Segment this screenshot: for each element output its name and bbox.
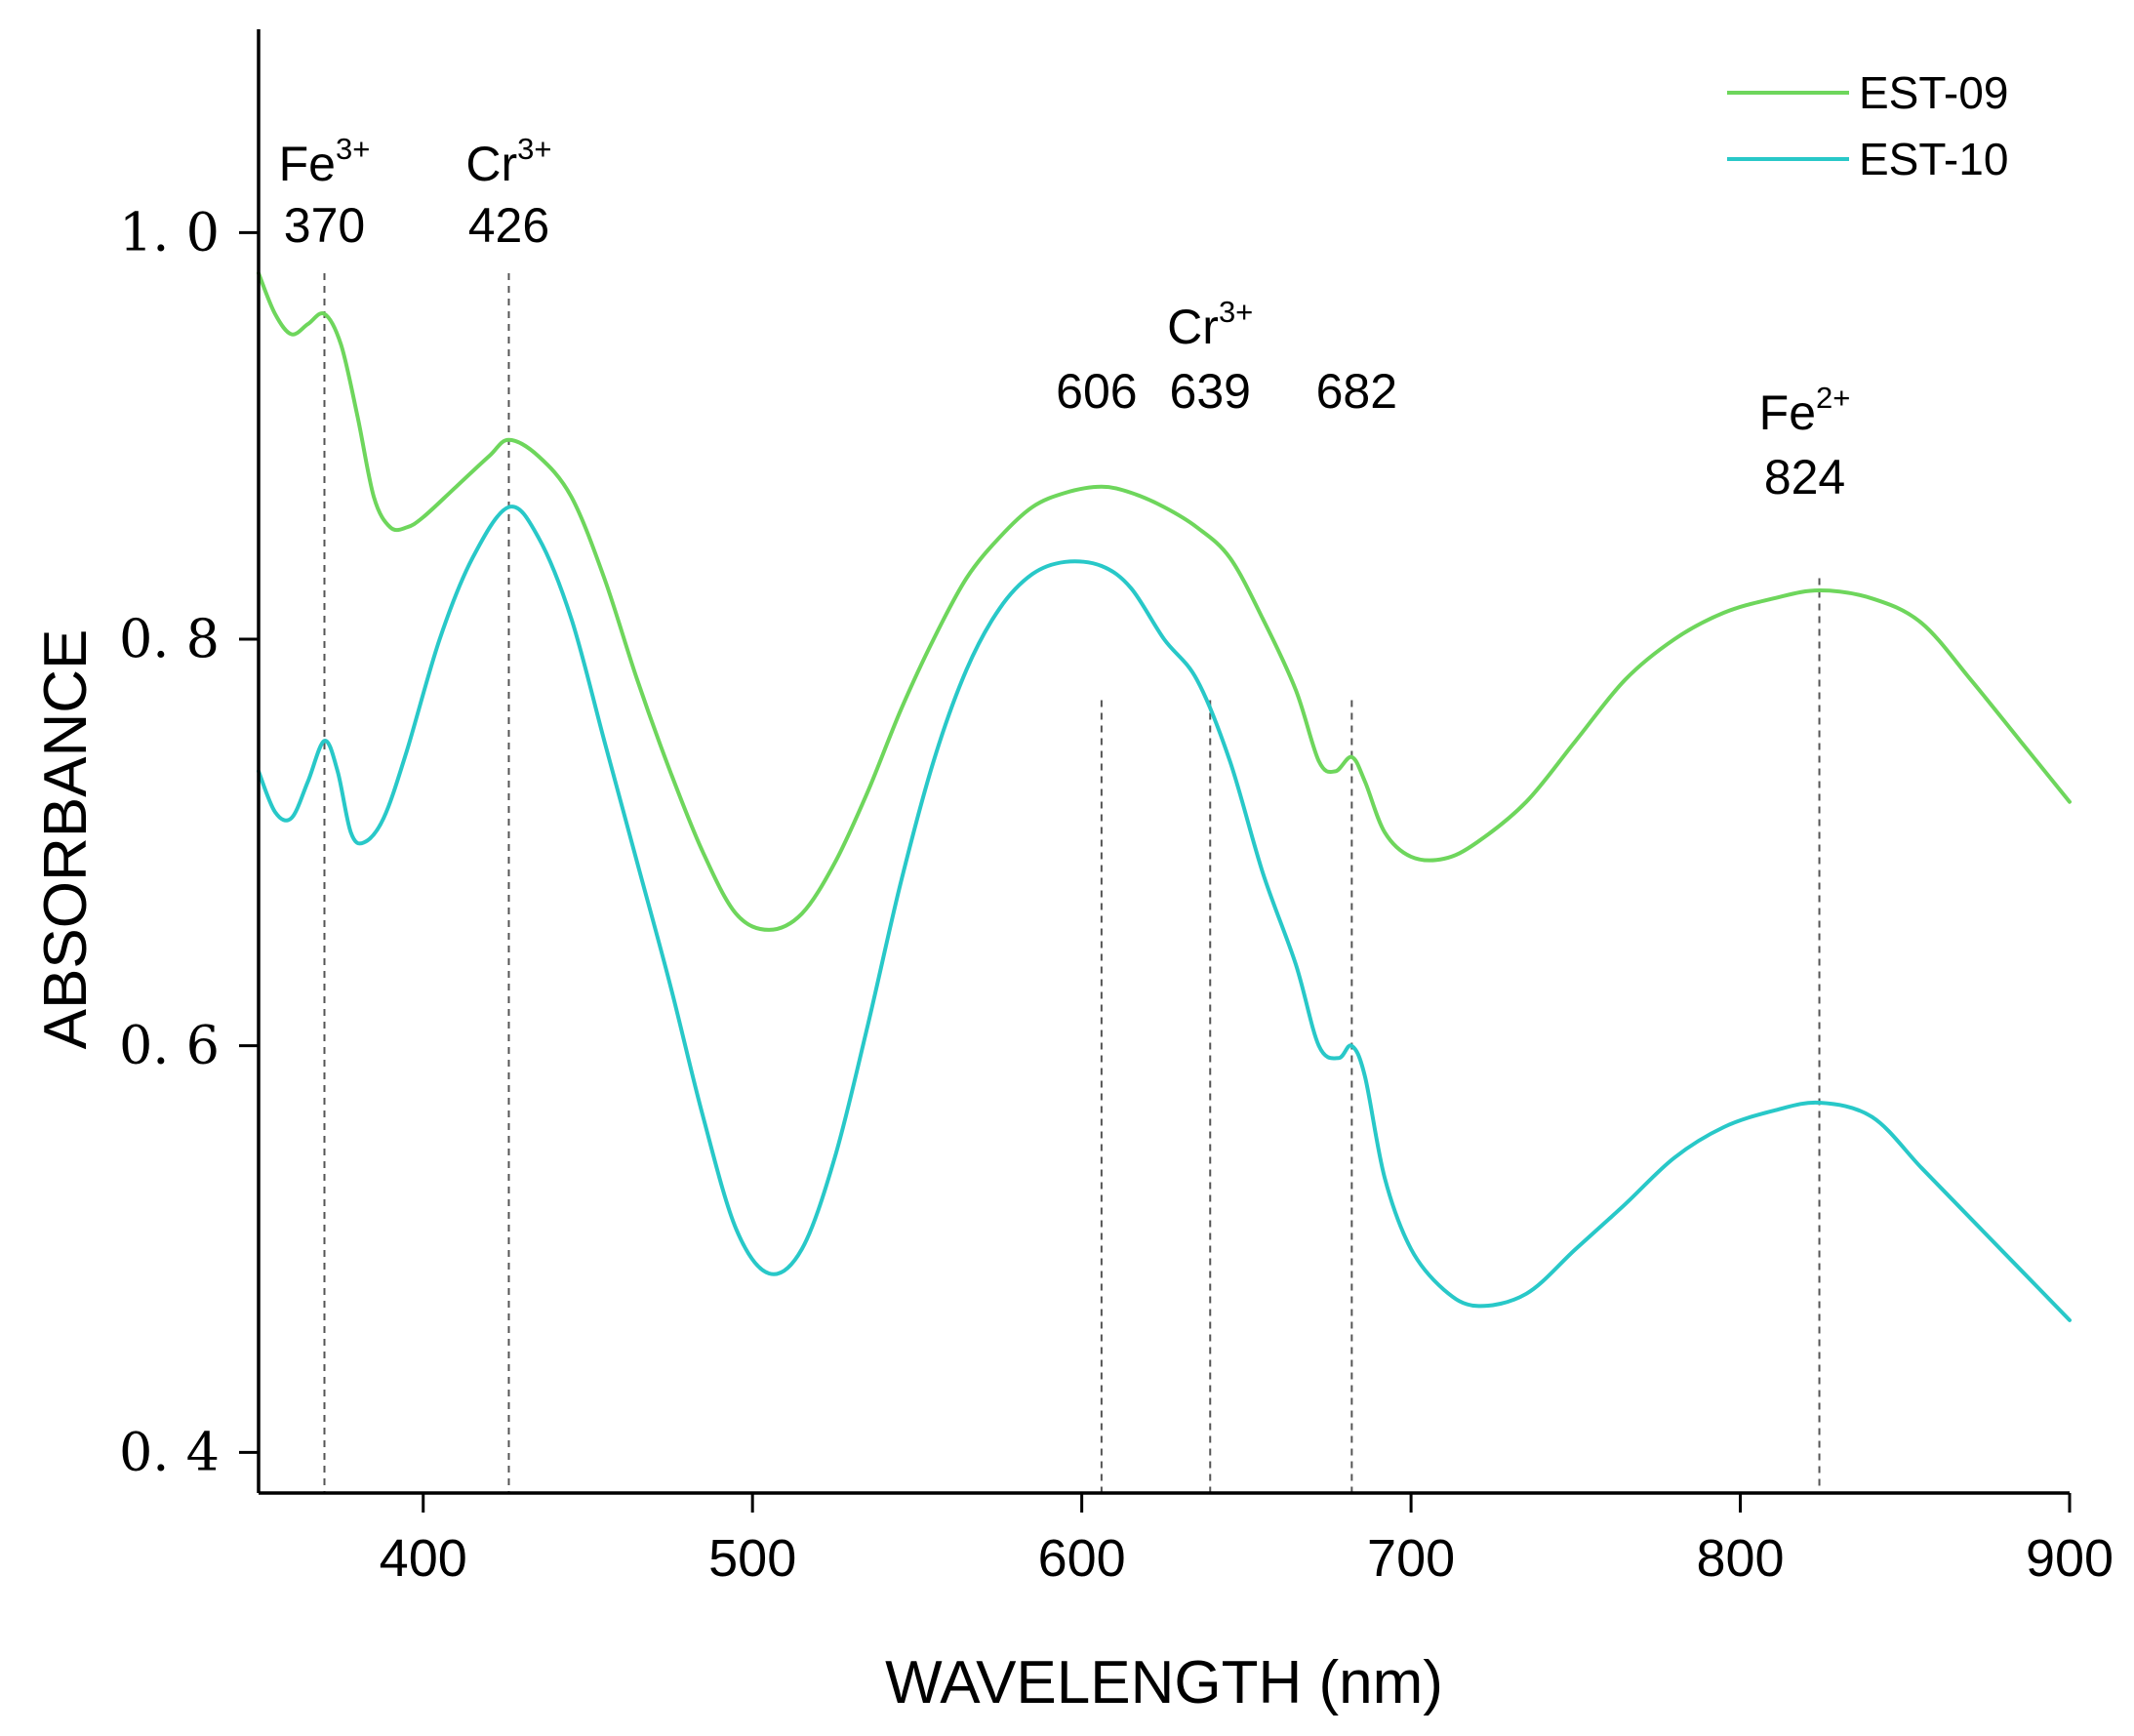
peak-wavelength-label-606: 606 (1056, 364, 1137, 419)
legend: EST-09 EST-10 (1727, 67, 2008, 184)
x-tick-label: 600 (1038, 1529, 1126, 1588)
y-tick-label: 0. 6 (119, 1015, 220, 1076)
y-ticks: 0. 4 0. 6 0. 8 1. 0 (119, 201, 259, 1482)
axes (257, 29, 2070, 1495)
y-tick-label: 1. 0 (119, 201, 220, 262)
peak-wavelength-label-639: 639 (1170, 364, 1251, 419)
series-lines (257, 271, 2072, 1322)
peak-marker-lines (323, 273, 1821, 1493)
legend-label-est-09: EST-09 (1859, 67, 2008, 118)
series-line-est-10 (257, 505, 2072, 1322)
x-tick-label: 700 (1367, 1529, 1455, 1588)
series-line-est-09 (257, 271, 2072, 932)
y-tick-label: 0. 8 (119, 608, 220, 669)
peak-ion-label-824: Fe2+ (1759, 381, 1851, 440)
x-tick-label: 800 (1696, 1529, 1784, 1588)
x-axis-title: WAVELENGTH (nm) (885, 1649, 1443, 1716)
peak-annotations: Fe3+ 370 Cr3+ 426 606 Cr3+ 639 682 Fe2+ 824 (279, 132, 1851, 505)
x-tick-label: 400 (380, 1529, 467, 1588)
y-axis-title: ABSORBANCE (32, 629, 100, 1050)
peak-ion-label-639: Cr3+ (1167, 295, 1253, 354)
y-tick-label: 0. 4 (119, 1421, 220, 1482)
x-tick-label: 500 (708, 1529, 796, 1588)
peak-ion-label-426: Cr3+ (465, 132, 551, 191)
peak-wavelength-label-682: 682 (1316, 364, 1397, 419)
x-ticks: 400 500 600 700 800 900 (380, 1493, 2114, 1588)
legend-label-est-10: EST-10 (1859, 134, 2008, 184)
x-tick-label: 900 (2026, 1529, 2114, 1588)
peak-ion-label-370: Fe3+ (279, 132, 371, 191)
peak-wavelength-label-370: 370 (284, 198, 365, 253)
peak-wavelength-label-426: 426 (468, 198, 549, 253)
peak-wavelength-label-824: 824 (1764, 450, 1845, 505)
